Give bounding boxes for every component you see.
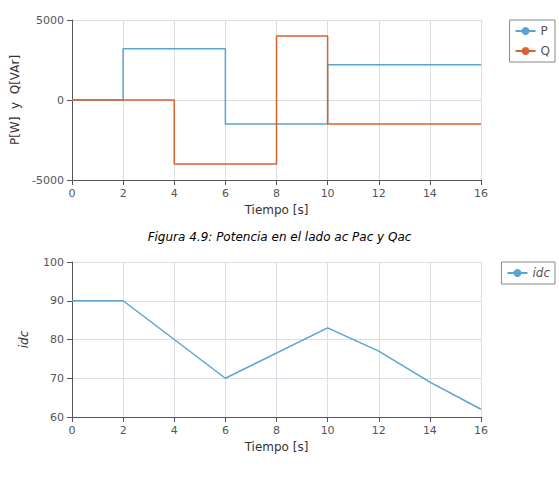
- svg-text:6: 6: [222, 424, 229, 437]
- svg-text:Tiempo [s]: Tiempo [s]: [244, 203, 309, 217]
- svg-text:2: 2: [120, 187, 127, 200]
- svg-text:Figura 4.9: Potencia en el lad: Figura 4.9: Potencia en el lado ac Pac y…: [148, 230, 412, 244]
- svg-text:10: 10: [321, 424, 335, 437]
- svg-text:5000: 5000: [36, 14, 64, 27]
- svg-text:60: 60: [50, 411, 64, 424]
- svg-text:14: 14: [423, 424, 437, 437]
- svg-text:90: 90: [50, 294, 64, 307]
- svg-text:12: 12: [372, 187, 386, 200]
- svg-text:idc: idc: [532, 266, 550, 280]
- svg-text:6: 6: [222, 187, 229, 200]
- svg-text:4: 4: [171, 187, 178, 200]
- svg-text:Tiempo [s]: Tiempo [s]: [244, 440, 309, 454]
- svg-text:8: 8: [273, 187, 280, 200]
- svg-text:idc: idc: [17, 330, 31, 348]
- svg-text:0: 0: [69, 187, 76, 200]
- svg-text:80: 80: [50, 333, 64, 346]
- svg-text:8: 8: [273, 424, 280, 437]
- svg-text:4: 4: [171, 424, 178, 437]
- svg-text:70: 70: [50, 372, 64, 385]
- svg-text:16: 16: [474, 187, 488, 200]
- svg-text:2: 2: [120, 424, 127, 437]
- svg-text:-5000: -5000: [32, 174, 64, 187]
- svg-text:P[W] y Q[VAr]: P[W] y Q[VAr]: [8, 55, 22, 145]
- svg-text:Q: Q: [541, 44, 550, 58]
- svg-text:10: 10: [321, 187, 335, 200]
- svg-text:12: 12: [372, 424, 386, 437]
- svg-text:0: 0: [69, 424, 76, 437]
- svg-text:14: 14: [423, 187, 437, 200]
- svg-text:0: 0: [57, 94, 64, 107]
- svg-text:16: 16: [474, 424, 488, 437]
- svg-text:100: 100: [43, 256, 64, 269]
- svg-text:P: P: [541, 24, 548, 38]
